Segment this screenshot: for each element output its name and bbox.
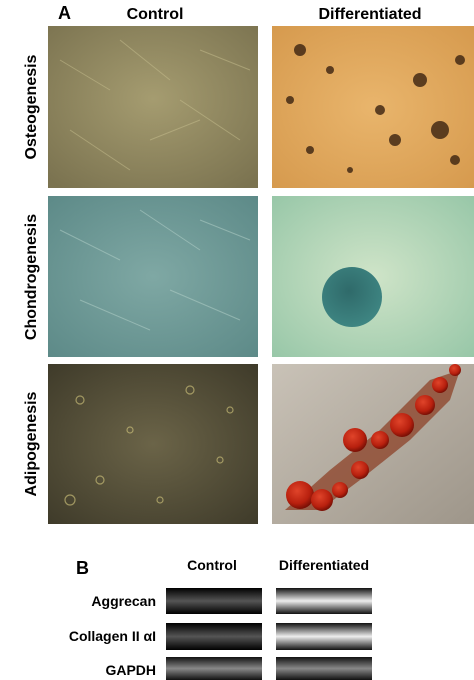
column-header: Control xyxy=(187,557,237,573)
micrograph xyxy=(272,26,474,188)
row-label: GAPDH xyxy=(105,662,156,678)
micrograph xyxy=(48,26,258,188)
row-label: Aggrecan xyxy=(91,593,156,609)
row-label: Collagen II αI xyxy=(69,628,156,644)
micrograph xyxy=(272,196,474,357)
gel-band xyxy=(166,623,262,650)
gel-band xyxy=(276,657,372,680)
panel-label: B xyxy=(76,558,89,578)
micrograph xyxy=(48,196,258,357)
row-label: Osteogenesis xyxy=(23,54,40,159)
row-label: Adipogenesis xyxy=(23,391,40,496)
gel-band xyxy=(166,657,262,680)
panel-label: A xyxy=(58,3,71,23)
gel-band xyxy=(276,588,372,614)
column-header: Differentiated xyxy=(279,557,369,573)
gel-band xyxy=(276,623,372,650)
column-header: Control xyxy=(127,6,184,23)
row-label: Chondrogenesis xyxy=(23,214,40,340)
column-header: Differentiated xyxy=(318,6,421,23)
micrograph xyxy=(272,364,474,524)
micrograph xyxy=(48,364,258,524)
gel-band xyxy=(166,588,262,614)
